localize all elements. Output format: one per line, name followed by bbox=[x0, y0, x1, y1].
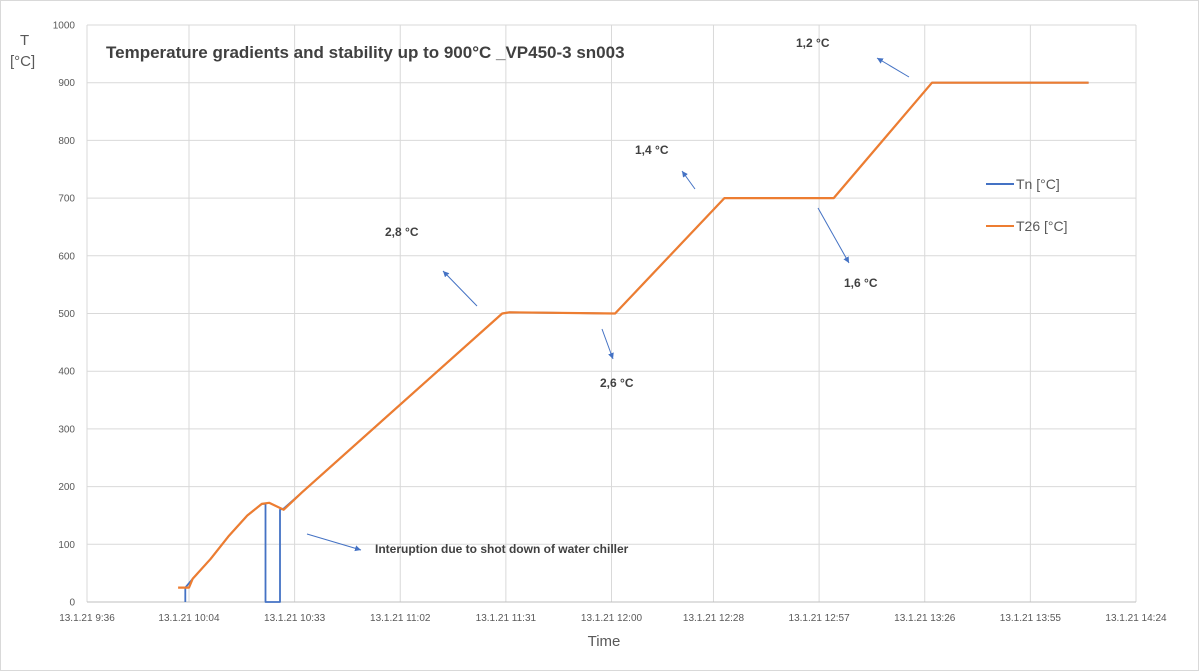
series-line-t26 bbox=[178, 81, 1089, 589]
grid-lines bbox=[86, 24, 1137, 603]
y-axis-label-line2: [°C] bbox=[10, 53, 35, 70]
y-axis-label-line1: T bbox=[20, 32, 29, 49]
legend: Tn [°C] T26 [°C] bbox=[986, 176, 1068, 234]
y-tick-label: 200 bbox=[58, 482, 75, 493]
annotation-arrow bbox=[601, 328, 614, 360]
x-tick-labels: 13.1.21 9:36 13.1.21 10:04 13.1.21 10:33 13… bbox=[59, 613, 1167, 624]
x-tick-label: 13.1.21 13:55 bbox=[1000, 613, 1062, 624]
annotation-arrow bbox=[681, 170, 696, 190]
x-tick-label: 13.1.21 12:28 bbox=[683, 613, 745, 624]
y-tick-label: 0 bbox=[69, 598, 75, 609]
series-line-tn bbox=[184, 81, 1089, 603]
annotation-arrows bbox=[306, 57, 910, 552]
x-tick-label: 13.1.21 10:33 bbox=[264, 613, 326, 624]
annotation-arrow bbox=[817, 207, 850, 264]
y-tick-label: 400 bbox=[58, 367, 75, 378]
annotation-1-6: 1,6 °C bbox=[844, 276, 878, 290]
x-axis-label: Time bbox=[588, 633, 621, 650]
x-tick-label: 13.1.21 10:04 bbox=[158, 613, 220, 624]
x-tick-label: 13.1.21 13:26 bbox=[894, 613, 956, 624]
series-lines bbox=[178, 81, 1089, 603]
chart-title: Temperature gradients and stability up t… bbox=[106, 43, 625, 62]
y-tick-label: 800 bbox=[58, 136, 75, 147]
annotation-arrow bbox=[306, 533, 362, 552]
legend-label-tn: Tn [°C] bbox=[1016, 176, 1060, 192]
annotation-2-6: 2,6 °C bbox=[600, 376, 634, 390]
x-tick-label: 13.1.21 11:02 bbox=[370, 613, 431, 624]
annotation-2-8: 2,8 °C bbox=[385, 225, 419, 239]
x-tick-label: 13.1.21 12:00 bbox=[581, 613, 643, 624]
y-tick-label: 300 bbox=[58, 424, 75, 435]
x-tick-label: 13.1.21 11:31 bbox=[476, 613, 537, 624]
x-tick-label: 13.1.21 14:24 bbox=[1105, 613, 1167, 624]
y-tick-label: 1000 bbox=[53, 21, 76, 32]
annotation-arrow bbox=[442, 270, 478, 307]
y-tick-label: 500 bbox=[58, 309, 75, 320]
y-tick-label: 700 bbox=[58, 194, 75, 205]
legend-label-t26: T26 [°C] bbox=[1016, 218, 1068, 234]
x-tick-label: 13.1.21 12:57 bbox=[789, 613, 851, 624]
y-tick-label: 600 bbox=[58, 251, 75, 262]
y-tick-labels: 0 100 200 300 400 500 600 700 800 900 1000 bbox=[53, 21, 76, 609]
y-tick-label: 900 bbox=[58, 78, 75, 89]
annotation-1-2: 1,2 °C bbox=[796, 36, 830, 50]
x-tick-label: 13.1.21 9:36 bbox=[59, 613, 115, 624]
y-tick-label: 100 bbox=[58, 540, 75, 551]
annotation-1-4: 1,4 °C bbox=[635, 143, 669, 157]
annotation-arrow bbox=[876, 57, 910, 78]
annotation-chiller: Interuption due to shot down of water ch… bbox=[375, 542, 629, 556]
